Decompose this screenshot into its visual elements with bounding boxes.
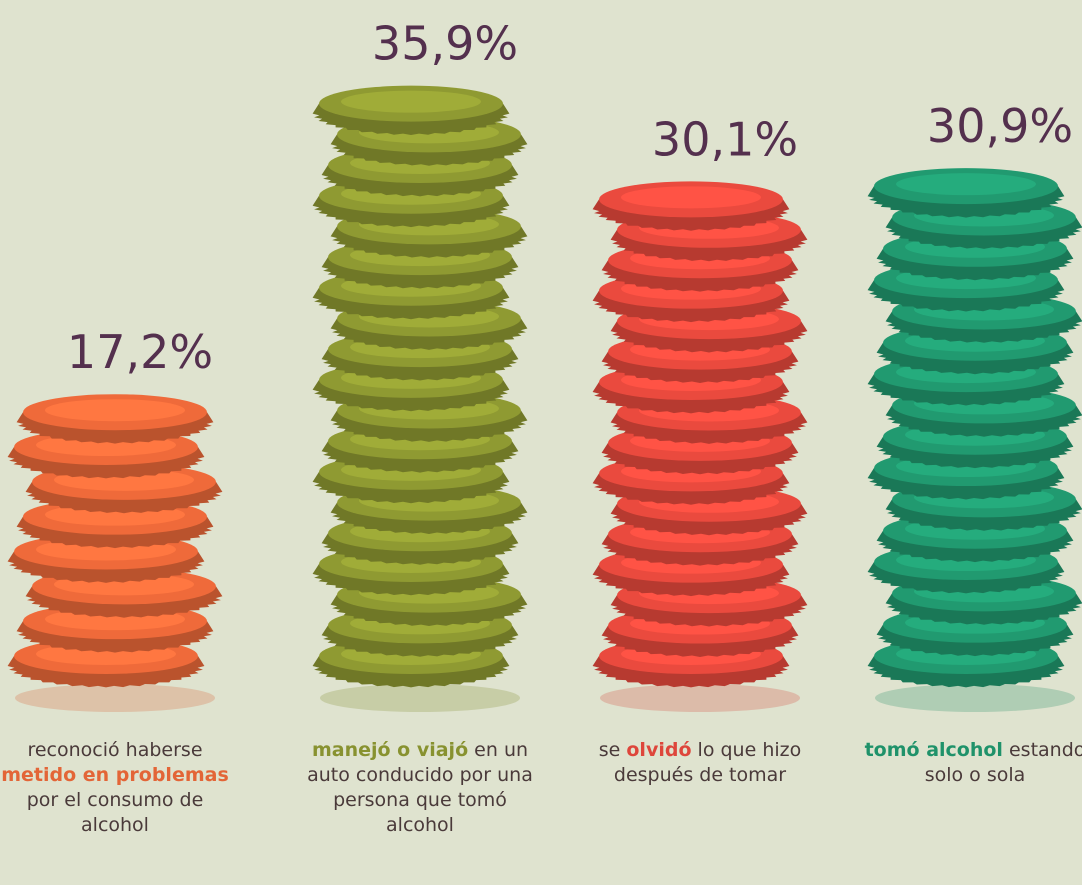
label-text: por el consumo de alcohol — [26, 789, 204, 836]
label-text: estando solo o sola — [924, 739, 1082, 786]
category-label: tomó alcohol estando solo o sola — [855, 738, 1082, 788]
value-label: 35,9% — [372, 17, 518, 71]
shadow — [320, 684, 520, 712]
cap-inner — [896, 173, 1036, 196]
cap-inner — [341, 90, 481, 113]
label-text: reconoció haberse — [27, 739, 203, 761]
category-label: manejó o viajó en un auto conducido por … — [300, 738, 540, 838]
cap-inner — [621, 186, 761, 209]
label-text: se — [598, 739, 621, 761]
highlight-text: manejó o viajó — [311, 739, 469, 761]
label-text: lo que hizo después de tomar — [613, 739, 802, 786]
cap-stack — [7, 394, 223, 712]
highlight-text: metido en problemas — [1, 764, 229, 786]
highlight-text: olvidó — [626, 739, 692, 761]
shadow — [600, 684, 800, 712]
highlight-text: tomó alcohol — [864, 739, 1003, 761]
shadow — [15, 684, 215, 712]
shadow — [875, 684, 1075, 712]
value-label: 30,9% — [927, 99, 1073, 153]
label-text: en un auto conducido por una persona que… — [307, 739, 533, 836]
cap-stack — [592, 181, 808, 712]
category-label: se olvidó lo que hizo después de tomar — [580, 738, 820, 788]
cap-inner — [45, 399, 185, 422]
cap-stack — [867, 168, 1082, 712]
value-label: 17,2% — [67, 325, 213, 379]
category-label: reconoció haberse metido en problemas po… — [0, 738, 235, 838]
cap-stack — [312, 85, 528, 712]
value-label: 30,1% — [652, 112, 798, 166]
